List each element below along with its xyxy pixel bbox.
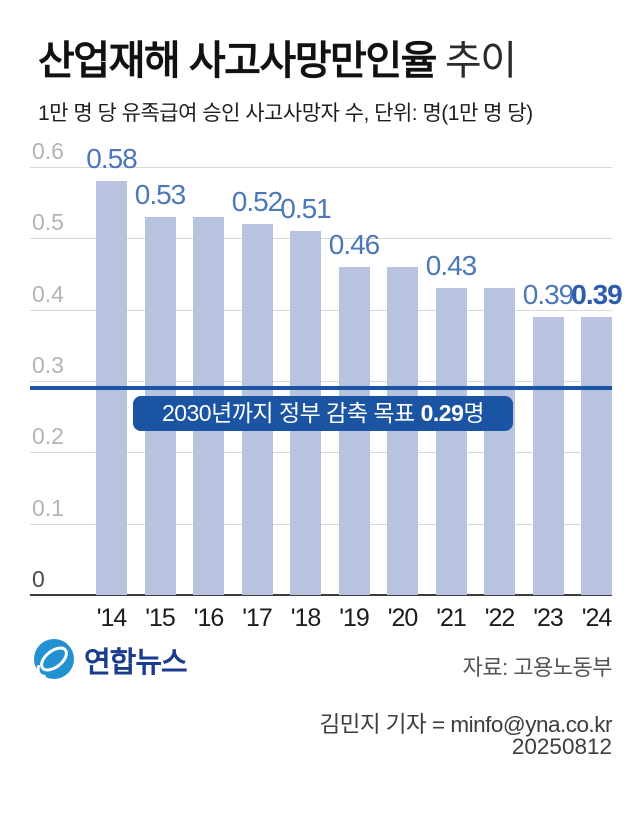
gridline	[30, 523, 612, 525]
bar-value-label: 0.52	[231, 186, 284, 218]
yonhap-logo-text: 연합뉴스	[84, 647, 188, 679]
gridline	[30, 309, 612, 311]
y-axis-tick: 0.5	[32, 209, 64, 236]
target-line	[30, 386, 612, 391]
target-label-suffix: 명	[463, 400, 485, 426]
x-axis-line	[30, 594, 612, 596]
x-axis-label: '17	[242, 604, 273, 632]
page-title-sub: 추이	[444, 39, 517, 83]
bar-value-label: 0.39	[522, 278, 575, 310]
gridline	[30, 381, 612, 382]
x-axis-label: '14	[96, 604, 128, 632]
bar-22	[484, 288, 515, 595]
y-axis-tick: 0.2	[32, 423, 64, 450]
gridline	[30, 167, 612, 168]
x-axis-label: '21	[436, 604, 467, 632]
y-axis-tick: 0.4	[32, 280, 64, 307]
x-axis-label: '15	[145, 604, 176, 632]
x-axis-label: '23	[533, 604, 564, 632]
chart: 0 0.1 0.2 0.3 0.4 0.5 0.6 '14 '15 '16 '17 '18 '19 '20…	[30, 138, 623, 640]
x-axis-label: '20	[387, 604, 419, 632]
x-axis-label: '18	[290, 604, 322, 632]
page-title: 산업재해 사고사망만인율 추이	[38, 28, 517, 86]
yonhap-logo: 연합뉴스	[31, 637, 188, 683]
y-axis-tick: 0.3	[32, 352, 64, 378]
bar-24	[581, 316, 612, 595]
bar-23	[532, 316, 564, 595]
source-text: 자료: 고용노동부	[462, 655, 613, 680]
x-axis-label: '22	[484, 604, 516, 632]
x-axis-label: '24	[581, 604, 613, 632]
target-label-prefix: 2030년까지 정부 감축 목표	[161, 400, 421, 426]
target-label-box: 2030년까지 정부 감축 목표 0.29명	[133, 396, 513, 431]
bar-value-label: 0.43	[425, 250, 478, 282]
gridline	[30, 452, 612, 454]
x-axis-label: '16	[193, 604, 225, 632]
bar-value-label: 0.46	[328, 228, 381, 260]
bar-21	[435, 288, 467, 595]
date-stamp: 20250812	[511, 734, 612, 759]
y-axis-tick: 0.1	[32, 494, 64, 521]
y-axis-tick: 0.6	[32, 138, 64, 164]
bar-value-label: 0.58	[86, 143, 138, 175]
reporter-credit: 김민지 기자 = minfo@yna.co.kr	[319, 712, 612, 737]
page-title-main: 산업재해 사고사망만인율	[38, 39, 437, 83]
gridline	[30, 238, 612, 240]
bar-value-label: 0.53	[134, 178, 187, 210]
yonhap-logo-icon	[34, 639, 74, 679]
target-label-value: 0.29	[420, 400, 464, 426]
y-axis-tick: 0	[32, 566, 45, 592]
chart-subtitle: 1만 명 당 유족급여 승인 사고사망자 수, 단위: 명(1만 명 당)	[38, 102, 533, 125]
x-axis-label: '19	[339, 604, 370, 632]
bar-value-label: 0.51	[280, 193, 332, 225]
bar-value-label: 0.39	[571, 278, 623, 310]
